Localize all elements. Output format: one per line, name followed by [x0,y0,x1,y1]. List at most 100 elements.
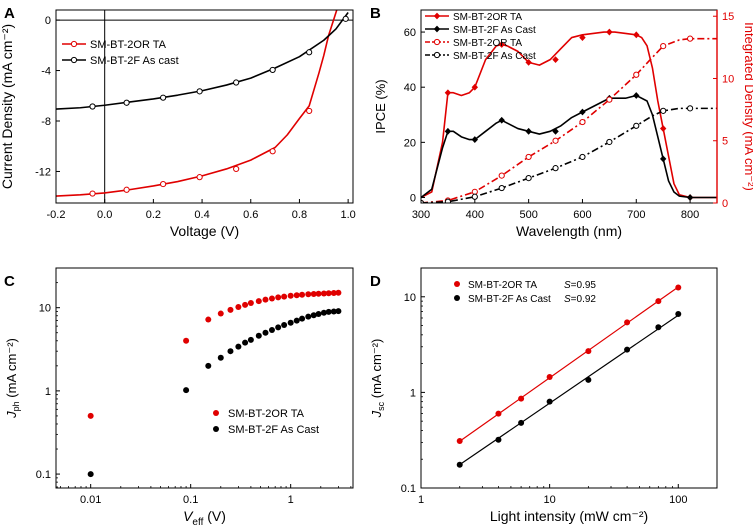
y2-tick-label: 15 [722,11,734,23]
panel-letter: A [4,5,15,22]
x-tick-label: 0.6 [243,209,258,221]
data-point [330,290,337,297]
data-point [655,324,662,331]
series-2 [456,311,682,468]
legend-label: SM-BT-2OR TA [90,39,167,51]
data-point [471,83,479,91]
data-point [275,324,282,331]
data-point [675,284,682,291]
data-point [293,317,300,324]
y-tick-label: 20 [404,137,416,149]
x-axis-label: Light intensity (mW cm⁻²) [490,508,648,524]
y-tick-label: 0 [410,192,416,204]
data-point [281,321,288,328]
data-point [444,127,452,135]
slope-value: =0.92 [571,294,597,305]
data-point [525,58,532,66]
y2-tick-label: 0 [722,198,728,210]
y-axis-label: IPCE (%) [373,79,388,133]
data-point [87,471,94,478]
plot-data [456,284,682,468]
data-point [299,315,306,322]
y-tick-label: -8 [41,116,51,128]
data-point [287,319,294,326]
series-line [421,107,717,203]
data-point [525,127,532,135]
data-point [123,186,130,193]
data-point [585,376,592,383]
legend: SM-BT-2OR TA SM-BT-2F As Cast [213,408,319,436]
data-point [546,398,553,405]
data-point [325,290,332,297]
x-tick-label: 500 [519,209,537,221]
legend-label: SM-BT-2F As Cast [453,25,536,36]
data-point [320,290,327,297]
panel-a: A -0.2 0.0 0.2 0.4 0.6 0.8 1.0 0 -4 -8 -12 Voltage (… [0,5,356,239]
legend-slope: S=0.95 [564,280,596,291]
data-point [660,107,667,114]
data-point [305,291,312,298]
data-point [655,298,662,305]
data-point [247,299,254,306]
data-point [456,438,463,445]
data-point [227,306,234,313]
data-point [471,136,479,143]
data-point [87,412,94,419]
x-tick-label: 700 [627,209,645,221]
legend: SM-BT-2OR TA S=0.95 SM-BT-2F As Cast S=0.92 [454,280,596,305]
y2-tick-label: 10 [722,73,734,85]
data-point [335,289,342,296]
data-point [123,99,130,106]
data-point [310,291,317,298]
plot-frame [420,267,718,489]
legend-label: SM-BT-2F As Cast [468,294,551,305]
y-tick-label: 0 [45,15,51,27]
x-tick-label: 0.8 [292,209,307,221]
y-label-unit: (mA cm⁻²) [4,338,19,401]
data-point [444,198,452,203]
data-point [606,96,613,103]
data-point [495,436,502,443]
data-point [518,395,525,402]
y-axis-label: Current Density (mA cm⁻²) [0,24,15,189]
y-tick-label: 0.1 [401,483,416,495]
legend-marker [433,25,441,33]
y-tick-label: 60 [404,27,416,39]
data-point [686,35,694,42]
data-point [606,138,613,146]
x-tick-label: 1 [288,494,294,506]
legend-marker [213,410,219,416]
y-label-symbol: J [369,410,384,418]
data-point [235,303,242,310]
data-point [456,461,463,468]
y-label-subscript: ph [11,401,21,411]
data-point [471,188,478,195]
data-point [624,346,631,353]
slope-symbol: S [564,294,571,305]
data-point [89,190,96,197]
data-point [233,79,240,86]
data-point [196,174,203,181]
data-point [335,308,342,315]
data-point [498,184,505,192]
x-tick-label: 0.1 [183,494,198,506]
legend: SM-BT-2OR TA SM-BT-2F As cast [62,39,179,67]
x-tick-label: 0.2 [146,209,161,221]
data-point [495,410,502,417]
data-point [552,56,559,64]
x-axis-label: Voltage (V) [170,223,239,239]
plot-frame [55,267,354,489]
slope-value: =0.95 [571,280,597,291]
data-point [552,165,559,172]
data-point [269,148,276,155]
data-point [325,308,332,315]
data-point [247,336,254,343]
fit-line [459,314,679,466]
legend-marker [433,51,441,59]
data-point [196,88,203,95]
data-point [525,153,532,161]
data-point [183,387,190,394]
legend-label: SM-BT-2F As cast [90,55,179,67]
